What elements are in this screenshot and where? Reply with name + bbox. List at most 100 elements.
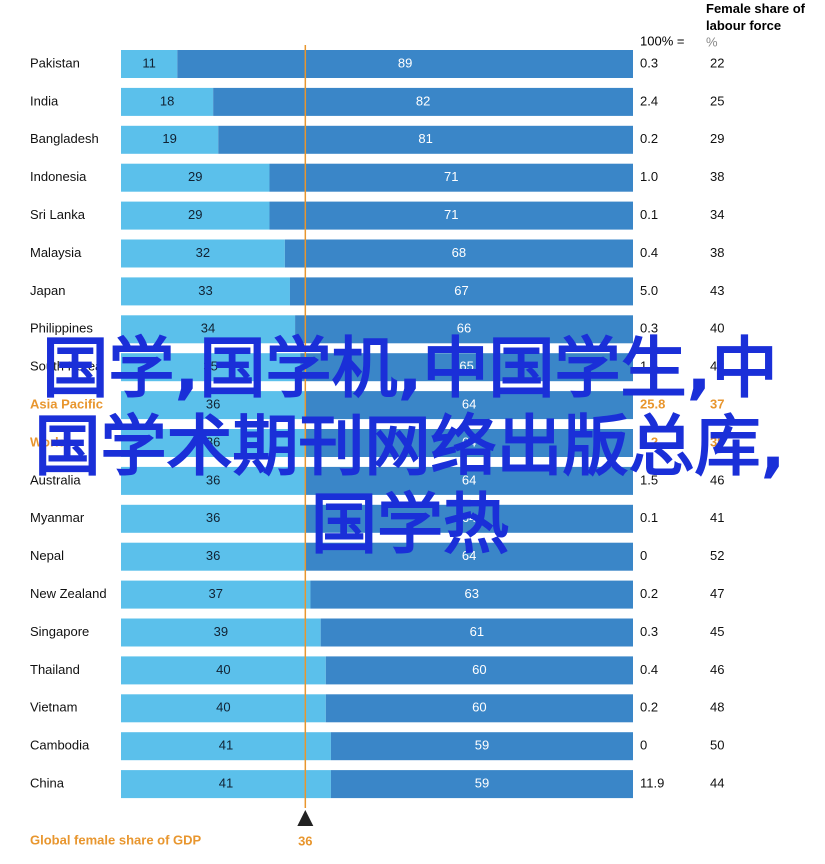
female-share: 48 [710, 700, 724, 715]
bar-segment [121, 315, 296, 344]
gdp-label: 0 [640, 738, 647, 753]
bar-segment [121, 618, 321, 647]
right-header: Female share of labour force [706, 1, 806, 33]
gdp-label: 0 [640, 548, 647, 563]
bar-segment [269, 201, 633, 230]
bar-segment [121, 504, 306, 533]
gdp-label: 1.5 [640, 472, 658, 487]
bar-segment [121, 580, 311, 609]
right-unit: % [706, 34, 718, 49]
gdp-label: 0.1 [640, 207, 658, 222]
bar-segment [121, 429, 306, 457]
bar-label: 35 [203, 359, 217, 374]
bar-segment [305, 391, 633, 420]
bar-label: 32 [196, 245, 210, 260]
bar-segment [269, 163, 633, 192]
bar-label: 71 [444, 207, 458, 222]
category-label: Singapore [30, 624, 89, 639]
category-label: Nepal [30, 548, 64, 563]
gdp-label: 0.4 [640, 245, 658, 260]
bar-segment [218, 125, 633, 154]
bar-segment [121, 87, 214, 116]
category-label: China [30, 776, 65, 791]
bar-label: 37 [208, 586, 222, 601]
bar-label: 64 [462, 434, 476, 449]
category-label: Malaysia [30, 245, 82, 260]
bar-label: 40 [216, 662, 230, 677]
gdp-label: 0.3 [640, 321, 658, 336]
category-label: Sri Lanka [30, 207, 86, 222]
category-label: Bangladesh [30, 131, 99, 146]
category-label: Pakistan [30, 55, 80, 70]
category-label: Myanmar [30, 510, 85, 525]
category-label: Philippines [30, 321, 93, 336]
bar-label: 60 [472, 700, 486, 715]
gdp-label: 0.3 [640, 624, 658, 639]
bar-label: 36 [206, 397, 220, 412]
bar-segment [320, 618, 633, 647]
bar-segment [284, 239, 633, 268]
category-label: Vietnam [30, 700, 77, 715]
bar-segment [305, 504, 633, 533]
bar-segment [121, 656, 326, 685]
column-header: 100% = [640, 33, 684, 48]
female-share: 38 [710, 169, 724, 184]
bar-label: 63 [464, 586, 478, 601]
overlay-text: 国学,国学机,中国学生,中国学术期刊网络出版总库,国学热 [34, 330, 786, 563]
category-label: Japan [30, 283, 65, 298]
bar-label: 60 [472, 662, 486, 677]
category-label: India [30, 93, 59, 108]
gdp-label: 8.2 [640, 434, 658, 449]
category-label: Cambodia [30, 738, 90, 753]
bar-label: 11 [142, 55, 156, 70]
female-share: 46 [710, 662, 724, 677]
bar-segment [330, 732, 633, 761]
bar-label: 41 [219, 776, 233, 791]
category-label: Indonesia [30, 169, 87, 184]
reference-value: 36 [298, 833, 312, 848]
category-label: World [30, 434, 67, 449]
female-share: 42 [710, 359, 724, 374]
bar-segment [121, 239, 285, 268]
gdp-label: 5.0 [640, 283, 658, 298]
bar-label: 59 [475, 738, 489, 753]
female-share: 39 [710, 434, 724, 449]
bar-segment [330, 770, 633, 799]
bar-label: 66 [457, 321, 471, 336]
category-label: Australia [30, 472, 81, 487]
gdp-label: 0.2 [640, 700, 658, 715]
female-share: 41 [710, 510, 724, 525]
category-label: Thailand [30, 662, 80, 677]
gdp-label: 25.8 [640, 397, 665, 412]
bar-segment [121, 201, 270, 230]
bar-label: 67 [454, 283, 468, 298]
bar-segment [121, 277, 290, 306]
gdp-label: 0.4 [640, 662, 658, 677]
bar-label: 61 [470, 624, 484, 639]
gdp-label: 1.0 [640, 169, 658, 184]
bar-label: 41 [219, 738, 233, 753]
bar-segment [325, 656, 633, 685]
female-share: 37 [710, 397, 724, 412]
bar-label: 64 [462, 472, 476, 487]
bar-label: 64 [462, 510, 476, 525]
bar-label: 64 [462, 548, 476, 563]
female-share: 47 [710, 586, 724, 601]
bar-segment [121, 163, 270, 192]
gdp-label: 11.9 [640, 776, 664, 791]
bar-label: 65 [459, 359, 473, 374]
bar-label: 36 [206, 548, 220, 563]
bar-label: 40 [216, 700, 230, 715]
bar-label: 36 [206, 510, 220, 525]
bar-label: 29 [188, 207, 202, 222]
gdp-label: 0.2 [640, 131, 658, 146]
bar-segment [177, 50, 633, 78]
female-share: 40 [710, 321, 724, 336]
gdp-label: 0.1 [640, 510, 658, 525]
bar-segment [305, 429, 633, 457]
bar-segment [310, 580, 633, 609]
female-share: 25 [710, 93, 724, 108]
